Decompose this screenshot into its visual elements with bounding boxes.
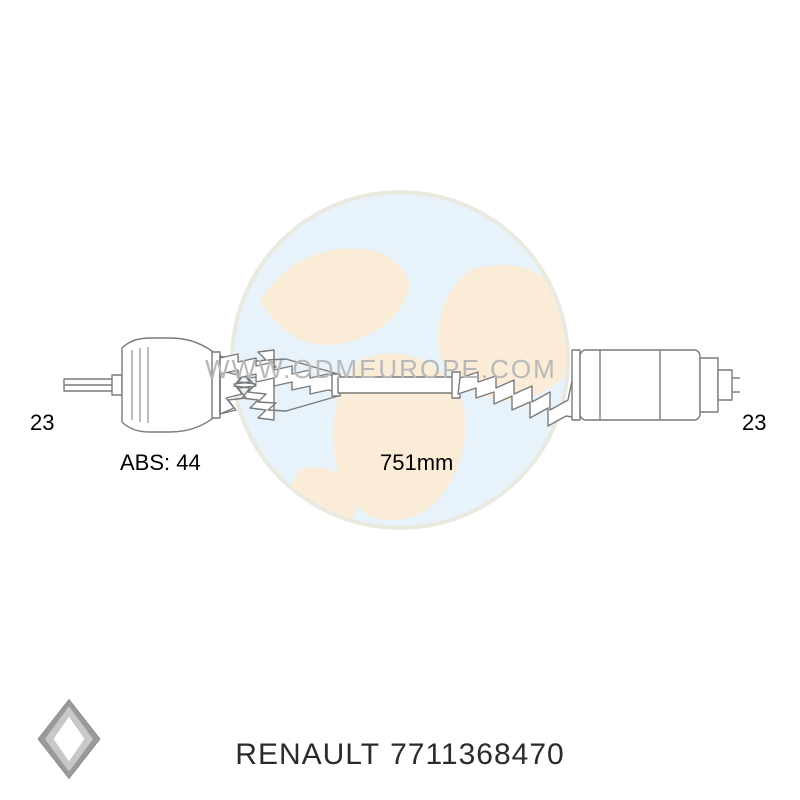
label-left-spline: 23 <box>30 410 54 436</box>
diagram-canvas: WWW.ODMEUROPE.COM 23 23 ABS: 44 751mm RE… <box>0 0 800 800</box>
watermark-url: WWW.ODMEUROPE.COM <box>205 354 557 385</box>
part-number: 7711368470 <box>390 738 565 772</box>
brand-bar: RENAULT 7711368470 <box>0 710 800 800</box>
label-abs: ABS: 44 <box>120 450 201 476</box>
brand-name: RENAULT <box>235 738 380 772</box>
label-length: 751mm <box>380 450 453 476</box>
driveshaft-diagram <box>0 0 800 800</box>
label-right-spline: 23 <box>742 410 766 436</box>
